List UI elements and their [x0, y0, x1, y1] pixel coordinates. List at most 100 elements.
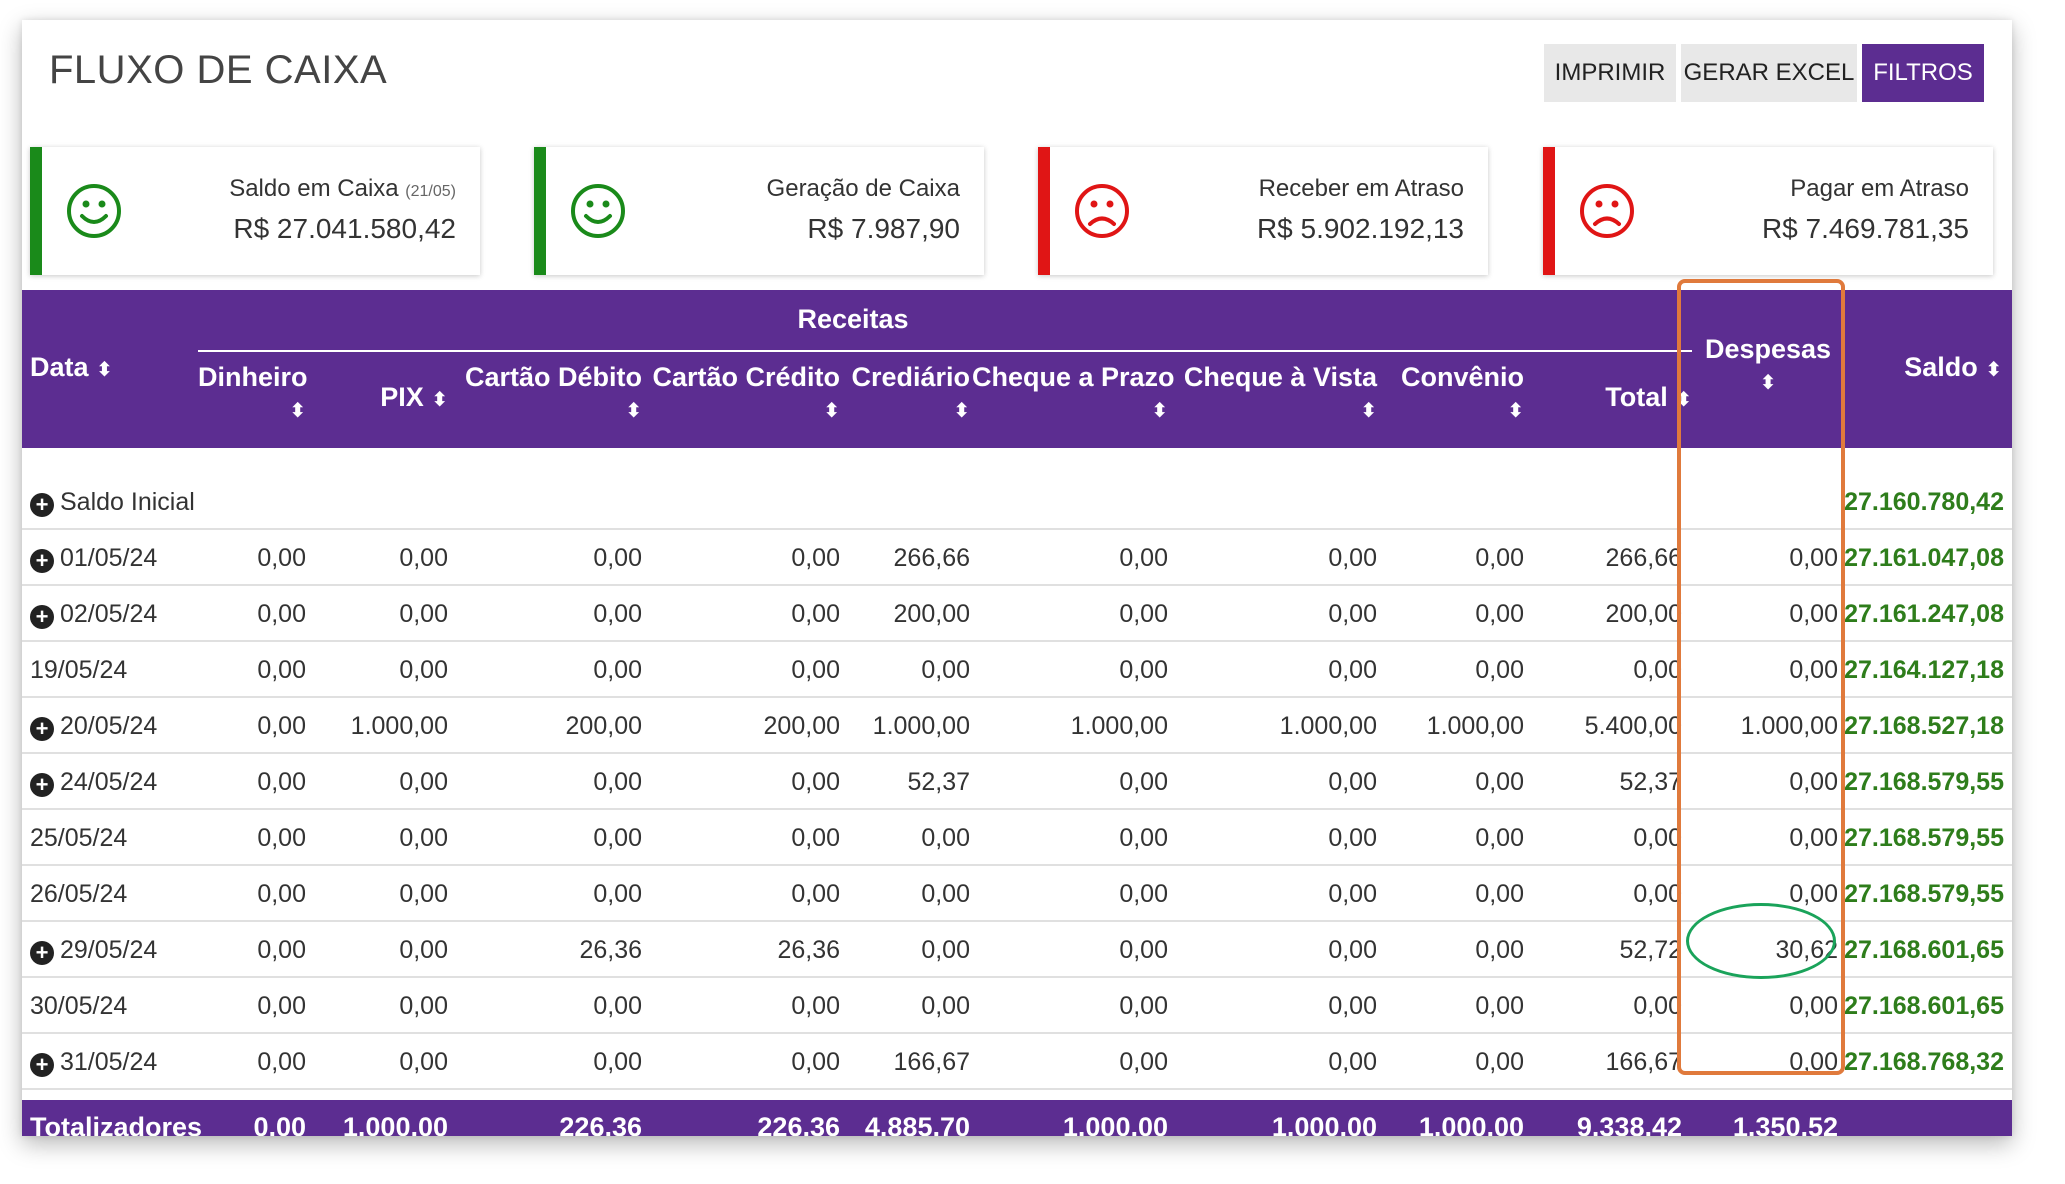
total-convenio: 1.000,00: [1418, 1112, 1524, 1136]
cell-debito: 0,00: [593, 544, 642, 572]
cell-despesas: 0,00: [1789, 656, 1838, 684]
expand-plus-icon[interactable]: +: [30, 493, 54, 517]
expand-plus-icon[interactable]: +: [30, 717, 54, 741]
sort-icon[interactable]: ⬍: [1507, 400, 1524, 422]
cell-despesas: 0,00: [1789, 992, 1838, 1020]
table-row: +24/05/24 0,00 0,00 0,00 0,00 52,37 0,00 0,00 0,…: [22, 754, 2012, 810]
header-credito[interactable]: Cartão Crédito ⬍: [652, 362, 840, 424]
header-cheque-prazo-label: Cheque a Prazo: [972, 362, 1175, 392]
header-crediario[interactable]: Crediário ⬍: [840, 362, 970, 424]
cell-cheque-prazo: 0,00: [1119, 768, 1168, 796]
cell-pix: 0,00: [399, 1048, 448, 1076]
total-dinheiro: 0,00: [253, 1112, 306, 1136]
cell-credito: 0,00: [791, 992, 840, 1020]
cell-convenio: 0,00: [1475, 824, 1524, 852]
cell-debito: 200,00: [565, 712, 642, 740]
sort-icon[interactable]: ⬍: [1759, 372, 1777, 394]
filters-button[interactable]: FILTROS: [1862, 44, 1984, 102]
cell-credito: 0,00: [791, 1048, 840, 1076]
header-dinheiro[interactable]: Dinheiro ⬍: [198, 362, 308, 424]
cell-despesas: 0,00: [1789, 768, 1838, 796]
cell-total: 0,00: [1633, 656, 1682, 684]
header-debito-label: Cartão Débito: [464, 362, 642, 392]
expand-plus-icon[interactable]: +: [30, 773, 54, 797]
summary-card: Geração de Caixa R$ 7.987,90: [534, 147, 984, 275]
cell-crediario: 1.000,00: [872, 712, 970, 740]
total-pix: 1.000,00: [342, 1112, 448, 1136]
print-button[interactable]: IMPRIMIR: [1544, 44, 1676, 102]
expand-plus-icon[interactable]: +: [30, 605, 54, 629]
cell-credito: 0,00: [791, 544, 840, 572]
row-date-text: 01/05/24: [60, 544, 158, 572]
row-date: +31/05/24: [30, 1048, 157, 1077]
header-pix-label: PIX: [380, 382, 424, 412]
card-status-bar: [1543, 147, 1555, 275]
table-row: +02/05/24 0,00 0,00 0,00 0,00 200,00 0,00 0,00 0…: [22, 586, 2012, 642]
expand-plus-icon[interactable]: +: [30, 1053, 54, 1077]
expand-plus-icon[interactable]: +: [30, 549, 54, 573]
header-saldo[interactable]: Saldo ⬍: [1862, 352, 2002, 383]
sort-icon[interactable]: ⬍: [1151, 400, 1168, 422]
cell-total: 200,00: [1605, 600, 1682, 628]
sort-icon[interactable]: ⬍: [1985, 359, 2002, 381]
row-date: +24/05/24: [30, 768, 157, 797]
cell-convenio: 0,00: [1475, 544, 1524, 572]
cell-crediario: 0,00: [921, 936, 970, 964]
row-date: +20/05/24: [30, 712, 157, 741]
header-credito-label: Cartão Crédito: [652, 362, 840, 392]
card-value: R$ 27.041.580,42: [233, 213, 456, 244]
table-row: 25/05/24 0,00 0,00 0,00 0,00 0,00 0,00 0,00 0,00…: [22, 810, 2012, 866]
header-pix[interactable]: PIX ⬍: [352, 382, 448, 413]
sort-icon[interactable]: ⬍: [96, 359, 113, 381]
sort-icon[interactable]: ⬍: [953, 400, 970, 422]
cell-pix: 0,00: [399, 656, 448, 684]
card-label-text: Geração de Caixa: [766, 175, 960, 202]
cell-cheque-prazo: 0,00: [1119, 544, 1168, 572]
smiley-happy-icon: [571, 184, 625, 238]
row-date: 25/05/24: [30, 824, 127, 853]
card-value: R$ 5.902.192,13: [1256, 213, 1464, 244]
row-date-text: 20/05/24: [60, 712, 158, 740]
card-label: Pagar em Atraso: [1790, 175, 1969, 203]
cell-convenio: 0,00: [1475, 656, 1524, 684]
cell-total: 0,00: [1633, 880, 1682, 908]
header-data[interactable]: Data ⬍: [30, 352, 113, 383]
header-convenio[interactable]: Convênio ⬍: [1392, 362, 1524, 424]
cell-despesas: 0,00: [1789, 600, 1838, 628]
sort-icon[interactable]: ⬍: [431, 389, 448, 411]
cell-dinheiro: 0,00: [257, 992, 306, 1020]
card-status-bar: [534, 147, 546, 275]
sort-icon[interactable]: ⬍: [625, 400, 642, 422]
cell-cheque-vista: 0,00: [1328, 768, 1377, 796]
cell-saldo: 27.168.601,65: [1844, 936, 2004, 964]
card-label-text: Pagar em Atraso: [1790, 175, 1969, 202]
cell-total: 52,37: [1619, 768, 1682, 796]
header-cheque-vista[interactable]: Cheque à Vista ⬍: [1182, 362, 1377, 424]
header-debito[interactable]: Cartão Débito ⬍: [462, 362, 642, 424]
sort-icon[interactable]: ⬍: [823, 400, 840, 422]
header-cheque-prazo[interactable]: Cheque a Prazo ⬍: [972, 362, 1175, 424]
header-total[interactable]: Total ⬍: [1582, 382, 1692, 413]
cell-debito: 0,00: [593, 656, 642, 684]
cell-pix: 1.000,00: [350, 712, 448, 740]
cell-dinheiro: 0,00: [257, 824, 306, 852]
cell-pix: 0,00: [399, 768, 448, 796]
cell-debito: 0,00: [593, 600, 642, 628]
header-despesas[interactable]: Despesas ⬍: [1698, 334, 1838, 396]
cell-total: 5.400,00: [1584, 712, 1682, 740]
sort-icon[interactable]: ⬍: [1675, 389, 1692, 411]
summary-card: Pagar em Atraso R$ 7.469.781,35: [1543, 147, 1993, 275]
sort-icon[interactable]: ⬍: [289, 400, 306, 422]
expand-plus-icon[interactable]: +: [30, 941, 54, 965]
cell-dinheiro: 0,00: [257, 936, 306, 964]
row-date: +01/05/24: [30, 544, 157, 573]
sort-icon[interactable]: ⬍: [1360, 400, 1377, 422]
cell-debito: 0,00: [593, 992, 642, 1020]
export-excel-button[interactable]: GERAR EXCEL: [1681, 44, 1857, 102]
cell-saldo: 27.168.579,55: [1844, 768, 2004, 796]
cell-crediario: 0,00: [921, 656, 970, 684]
table-row: + Saldo Inicial 27.160.780,42: [22, 474, 2012, 530]
cell-credito: 0,00: [791, 600, 840, 628]
cell-debito: 0,00: [593, 880, 642, 908]
total-cheque-prazo: 1.000,00: [1062, 1112, 1168, 1136]
